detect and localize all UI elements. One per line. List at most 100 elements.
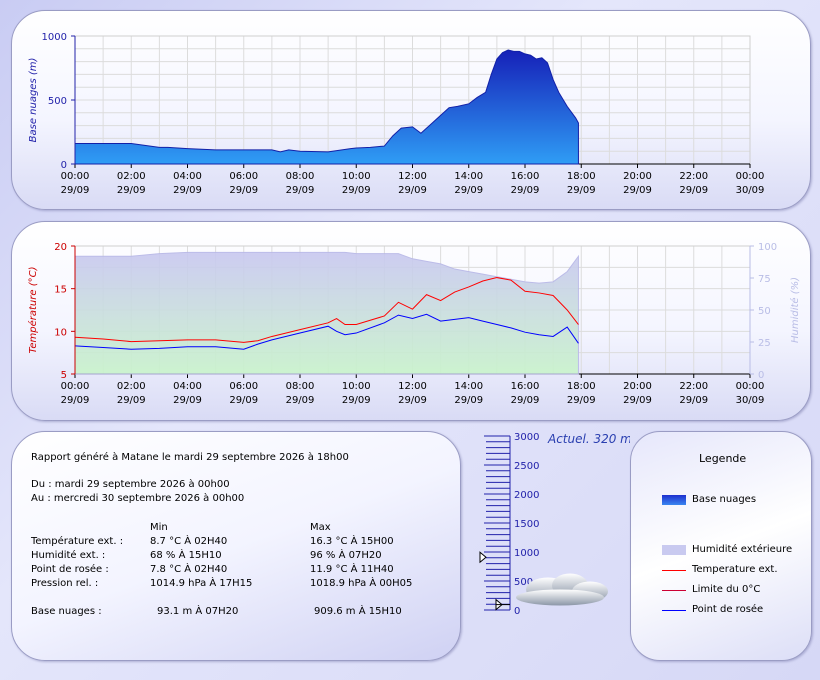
report-to: Au : mercredi 30 septembre 2026 à 00h00 [31, 493, 245, 504]
report-row-max: 96 % À 07H20 [310, 550, 382, 561]
x-tick-label: 02:00 [117, 381, 146, 392]
x-tick-label: 29/09 [342, 185, 371, 196]
y2-tick-label: 100 [758, 242, 777, 253]
x-tick-label: 29/09 [454, 395, 483, 406]
x-tick-label: 29/09 [61, 185, 90, 196]
x-tick-label: 04:00 [173, 381, 202, 392]
x-tick-label: 20:00 [623, 381, 652, 392]
x-tick-label: 06:00 [229, 171, 258, 182]
x-tick-label: 22:00 [679, 171, 708, 182]
x-tick-label: 29/09 [229, 395, 258, 406]
cloud-icon [516, 589, 604, 606]
cloud-base-panel [11, 10, 811, 210]
x-tick-label: 29/09 [679, 185, 708, 196]
y-tick-label: 20 [54, 242, 67, 253]
report-row-min: 7.8 °C À 02H40 [150, 564, 228, 575]
x-tick-label: 08:00 [286, 381, 315, 392]
x-tick-label: 29/09 [173, 395, 202, 406]
gauge-tick-label: 2000 [514, 490, 539, 501]
legend-label: Temperature ext. [692, 564, 778, 575]
gauge-tick-label: 500 [514, 577, 533, 588]
report-row-min: 1014.9 hPa À 17H15 [150, 578, 253, 589]
report-col-min: Min [150, 522, 168, 533]
x-tick-label: 29/09 [623, 185, 652, 196]
x-tick-label: 06:00 [229, 381, 258, 392]
legend-label: Base nuages [692, 494, 757, 505]
x-tick-label: 18:00 [567, 381, 596, 392]
x-tick-label: 08:00 [286, 171, 315, 182]
x-tick-label: 29/09 [511, 395, 540, 406]
dew-point-line [74, 313, 579, 350]
x-tick-label: 29/09 [398, 395, 427, 406]
legend-swatch-dew [662, 610, 686, 611]
x-tick-label: 10:00 [342, 381, 371, 392]
report-row-label: Pression rel. : [31, 578, 99, 589]
temperature-line [74, 277, 579, 343]
cloud-base-area [74, 49, 579, 165]
gauge-tick-label: 1500 [514, 519, 539, 530]
report-cloud-label: Base nuages : [31, 606, 102, 617]
x-tick-label: 30/09 [736, 395, 765, 406]
x-tick-label: 29/09 [567, 395, 596, 406]
gauge-tick-label: 3000 [514, 432, 539, 443]
x-tick-label: 12:00 [398, 381, 427, 392]
x-tick-label: 29/09 [286, 395, 315, 406]
x-tick-label: 29/09 [398, 185, 427, 196]
y2-tick-label: 0 [758, 370, 764, 381]
gauge-title: Actuel. 320 m [547, 432, 630, 446]
report-row-label: Point de rosée : [31, 564, 109, 575]
report-row-min: 68 % À 15H10 [150, 550, 222, 561]
x-tick-label: 12:00 [398, 171, 427, 182]
legend-title: Legende [699, 452, 747, 465]
legend-swatch-freeze [662, 590, 686, 591]
x-tick-label: 29/09 [173, 185, 202, 196]
x-tick-label: 00:00 [736, 381, 765, 392]
x-tick-label: 29/09 [286, 185, 315, 196]
x-tick-label: 14:00 [454, 171, 483, 182]
report-title: Rapport généré à Matane le mardi 29 sept… [31, 452, 349, 463]
x-tick-label: 00:00 [61, 171, 90, 182]
y2-tick-label: 25 [758, 338, 771, 349]
x-tick-label: 16:00 [511, 171, 540, 182]
x-tick-label: 29/09 [117, 185, 146, 196]
report-row-min: 8.7 °C À 02H40 [150, 536, 228, 547]
report-cloud-min: 93.1 m À 07H20 [157, 606, 239, 617]
x-tick-label: 02:00 [117, 171, 146, 182]
gauge-tick-label: 1000 [514, 548, 539, 559]
report-row-label: Température ext. : [31, 536, 124, 547]
legend-swatch-cloud [662, 495, 686, 505]
x-tick-label: 29/09 [679, 395, 708, 406]
cloud-base-gauge: 0 500 1000 1500 2000 2500 3000 Actuel. 320 m [479, 432, 630, 617]
y-axis-label: Température (°C) [27, 267, 39, 354]
humidity-area [74, 251, 579, 375]
report-row-label: Humidité ext. : [31, 550, 106, 561]
x-tick-label: 29/09 [567, 185, 596, 196]
legend-label: Point de rosée [692, 604, 764, 615]
x-tick-label: 29/09 [117, 395, 146, 406]
y-axis-label: Base nuages (m) [28, 58, 39, 143]
x-tick-label: 20:00 [623, 171, 652, 182]
report-row-max: 16.3 °C À 15H00 [310, 536, 394, 547]
y-tick-label: 500 [48, 96, 67, 107]
report-from: Du : mardi 29 septembre 2026 à 00h00 [31, 479, 230, 490]
x-tick-label: 14:00 [454, 381, 483, 392]
report-panel: Rapport généré à Matane le mardi 29 sept… [11, 431, 461, 661]
legend-swatch-humidity [662, 545, 686, 555]
x-tick-label: 30/09 [736, 185, 765, 196]
legend-label: Humidité extérieure [692, 544, 793, 555]
report-cloud-max: 909.6 m À 15H10 [314, 606, 402, 617]
y-tick-label: 5 [61, 370, 67, 381]
x-tick-label: 00:00 [61, 381, 90, 392]
report-row-max: 11.9 °C À 11H40 [310, 564, 394, 575]
x-tick-label: 29/09 [511, 185, 540, 196]
report-col-max: Max [310, 522, 331, 533]
x-tick-label: 00:00 [736, 171, 765, 182]
x-tick-label: 29/09 [61, 395, 90, 406]
x-tick-label: 29/09 [454, 185, 483, 196]
legend-panel: Legende Base nuages Humidité extérieure … [630, 431, 812, 661]
legend-label: Limite du 0°C [692, 584, 761, 595]
x-tick-label: 04:00 [173, 171, 202, 182]
y-tick-label: 0 [61, 160, 67, 171]
gauge-tick-label: 2500 [514, 461, 539, 472]
x-tick-label: 16:00 [511, 381, 540, 392]
